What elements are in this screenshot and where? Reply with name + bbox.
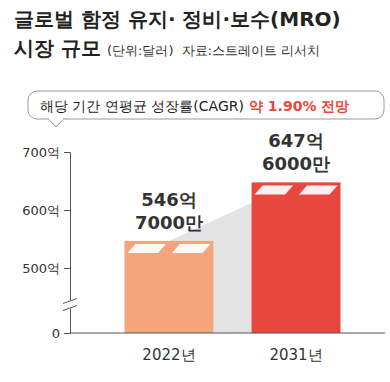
y-tick: 500억 bbox=[22, 261, 70, 276]
x-tick-label: 2031년 bbox=[269, 346, 322, 364]
y-axis: 0 500억 600억 700억 bbox=[22, 145, 70, 341]
annotation-text: 해당 기간 연평균 성장률(CAGR) 약 1.90% 전망 bbox=[40, 98, 349, 114]
y-tick-mark bbox=[64, 333, 70, 334]
axis-break bbox=[63, 299, 77, 311]
data-label: 647억6000만 bbox=[262, 130, 330, 174]
pointer-join bbox=[49, 118, 63, 120]
y-tick-mark bbox=[64, 152, 70, 153]
annotation-highlight: 약 1.90% bbox=[249, 98, 316, 114]
title: 글로벌 함정 유지· 정비·보수(MRO)시장 규모 bbox=[14, 7, 341, 60]
subtitle: (단위:달러) bbox=[107, 43, 174, 58]
source: 자료:스트레이트 리서치 bbox=[182, 43, 321, 58]
y-tick-label: 500억 bbox=[22, 261, 60, 276]
y-tick: 700억 bbox=[22, 145, 70, 160]
plot-area bbox=[124, 182, 340, 333]
y-tick-mark bbox=[64, 210, 70, 211]
bar-lid bbox=[127, 244, 165, 253]
x-tick: 2031년 bbox=[269, 333, 322, 364]
axis-break-gap bbox=[63, 301, 77, 309]
annotation-prefix: 해당 기간 연평균 성장률(CAGR) bbox=[40, 98, 244, 114]
bar bbox=[252, 182, 341, 333]
y-tick-label: 600억 bbox=[22, 203, 60, 218]
bar-group bbox=[252, 182, 341, 333]
data-label: 546억7000만 bbox=[135, 189, 203, 233]
y-tick-label: 700억 bbox=[22, 145, 60, 160]
y-tick-label: 0 bbox=[52, 326, 60, 341]
x-axis: 2022년 2031년 bbox=[142, 333, 322, 364]
bar-lid bbox=[299, 185, 337, 194]
y-tick: 600억 bbox=[22, 203, 70, 218]
bar-lid bbox=[172, 244, 210, 253]
bar bbox=[124, 241, 213, 333]
annotation-box bbox=[28, 91, 384, 119]
x-tick: 2022년 bbox=[142, 333, 195, 364]
bar-group bbox=[124, 241, 213, 333]
y-tick: 0 bbox=[52, 326, 70, 341]
bar-lid bbox=[255, 185, 293, 194]
annotation-pointer bbox=[48, 119, 64, 128]
chart: 글로벌 함정 유지· 정비·보수(MRO)시장 규모(단위:달러) 자료:스트레이… bbox=[0, 0, 390, 382]
annotation-suffix: 전망 bbox=[321, 98, 349, 114]
annotation: 해당 기간 연평균 성장률(CAGR) 약 1.90% 전망 bbox=[28, 91, 384, 127]
x-tick-label: 2022년 bbox=[142, 346, 195, 364]
y-tick-mark bbox=[64, 268, 70, 269]
baseline bbox=[70, 333, 385, 334]
